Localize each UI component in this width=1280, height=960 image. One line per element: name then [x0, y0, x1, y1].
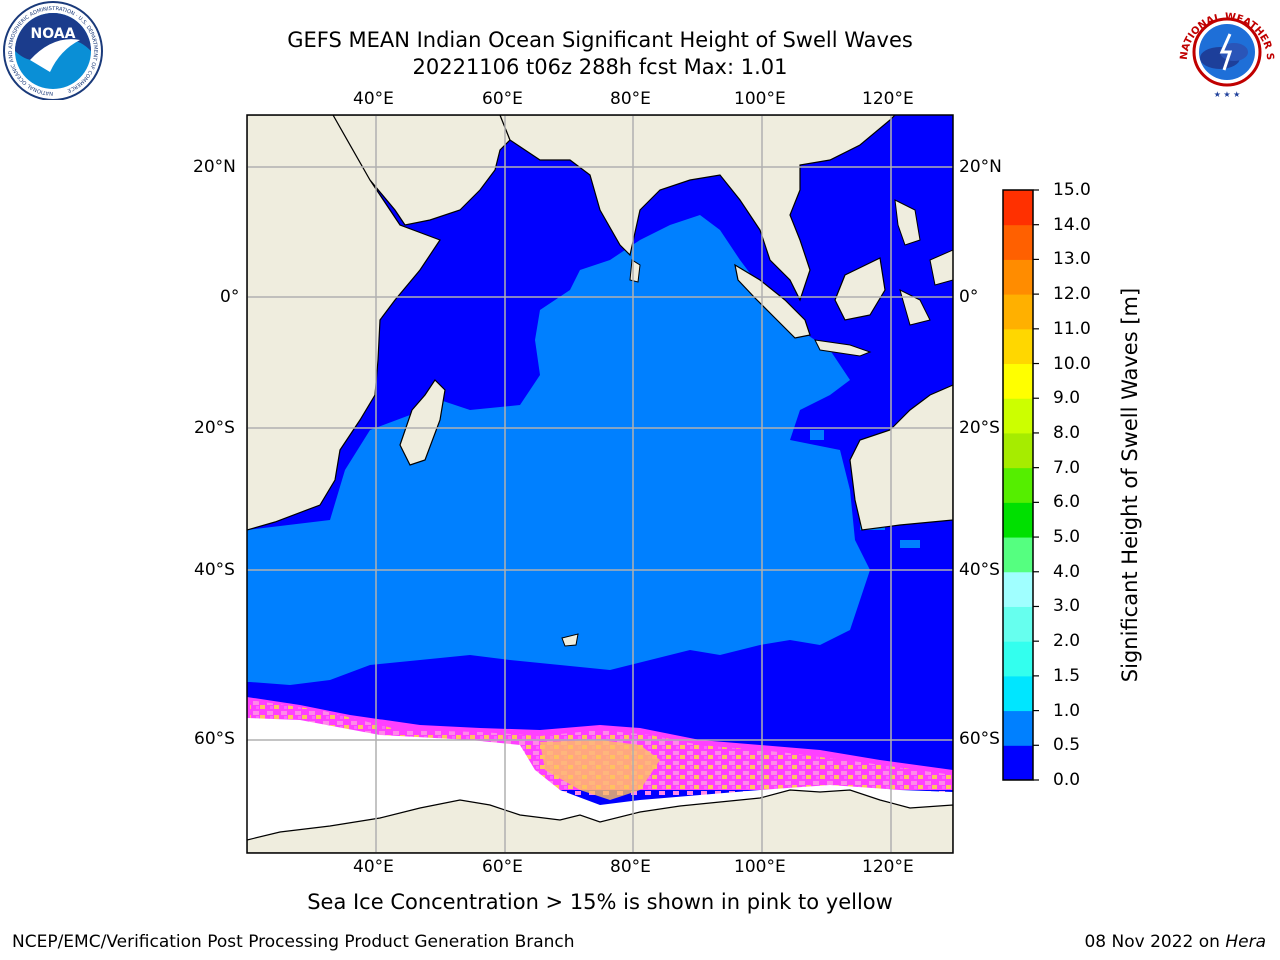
- colorbar-tick-label: 9.0: [1053, 388, 1081, 409]
- colorbar-swatch: [1003, 675, 1033, 712]
- footer-org: NCEP/EMC/Verification Post Processing Pr…: [12, 932, 575, 952]
- nws-logo: NATIONAL WEATHER SERVICE ★ ★ ★: [1172, 0, 1275, 99]
- noaa-logo: NOAA NATIONAL OCEANIC AND ATMOSPHERIC AD…: [3, 1, 103, 100]
- colorbar-tick-label: 10.0: [1053, 353, 1091, 374]
- colorbar-tick-label: 5.0: [1053, 527, 1081, 548]
- map-title: GEFS MEAN Indian Ocean Significant Heigh…: [287, 28, 913, 52]
- borneo-land: [834, 257, 886, 321]
- lat-label-right-40s: 40°S: [959, 560, 1000, 580]
- colorbar-tick-label: 2.0: [1053, 631, 1081, 652]
- swell-region-0-5: [247, 215, 870, 685]
- lon-label-bottom-120e: 120°E: [862, 857, 914, 877]
- colorbar-swatch: [1003, 432, 1033, 469]
- colorbar-swatch: [1003, 328, 1033, 365]
- lat-label-right-0: 0°: [959, 287, 979, 307]
- australia-land: [849, 384, 953, 531]
- colorbar: [1002, 189, 1039, 781]
- lat-label-right-20n: 20°N: [959, 157, 1002, 177]
- colorbar-tick-label: 14.0: [1053, 214, 1091, 235]
- footer-date: 08 Nov 2022 on Hera: [1084, 932, 1266, 952]
- colorbar-swatch: [1003, 224, 1033, 260]
- colorbar-tick-label: 6.0: [1053, 492, 1081, 513]
- colorbar-tick-label: 15.0: [1053, 180, 1091, 200]
- colorbar-swatch: [1003, 745, 1033, 781]
- colorbar-tick-label: 8.0: [1053, 422, 1081, 443]
- antarctica-land: [247, 789, 953, 853]
- lat-label-right-60s: 60°S: [959, 729, 1000, 749]
- lat-label-right-20s: 20°S: [959, 418, 1000, 438]
- colorbar-swatch: [1003, 606, 1033, 642]
- colorbar-swatch: [1003, 259, 1033, 295]
- lat-label-left-60s: 60°S: [194, 729, 235, 749]
- lon-label-bottom-80e: 80°E: [610, 857, 651, 877]
- lon-label-top-40e: 40°E: [353, 89, 394, 109]
- colorbar-tick-label: 4.0: [1053, 561, 1081, 582]
- colorbar-swatch: [1003, 571, 1033, 607]
- colorbar-frame: [1002, 189, 1034, 781]
- colorbar-swatch: [1003, 641, 1033, 677]
- colorbar-tick-label: 7.0: [1053, 457, 1081, 478]
- colorbar-swatch: [1003, 294, 1033, 330]
- lon-label-bottom-40e: 40°E: [353, 857, 394, 877]
- map-subtitle: 20221106 t06z 288h fcst Max: 1.01: [412, 55, 788, 79]
- colorbar-tick-label: 1.5: [1053, 665, 1081, 686]
- sumatra-land: [734, 263, 811, 339]
- colorbar-tick-label: 3.0: [1053, 596, 1081, 617]
- colorbar-tick-label: 1.0: [1053, 700, 1081, 721]
- colorbar-tick-label: 13.0: [1053, 249, 1091, 270]
- colorbar-swatch: [1003, 398, 1033, 434]
- colorbar-swatch: [1003, 467, 1033, 503]
- colorbar-label: Significant Height of Swell Waves [m]: [1118, 287, 1142, 683]
- lon-label-bottom-60e: 60°E: [482, 857, 523, 877]
- lon-label-bottom-100e: 100°E: [734, 857, 786, 877]
- lat-label-left-20s: 20°S: [194, 418, 235, 438]
- footer-date-text: 08 Nov 2022 on: [1084, 932, 1220, 952]
- africa-arabia-land: [247, 115, 511, 531]
- svg-text:★ ★ ★: ★ ★ ★: [1214, 90, 1241, 99]
- sea-ice-note: Sea Ice Concentration > 15% is shown in …: [307, 890, 893, 914]
- lon-label-top-80e: 80°E: [610, 89, 651, 109]
- madagascar-land: [399, 379, 446, 466]
- lat-label-left-40s: 40°S: [194, 560, 235, 580]
- colorbar-tick-label: 11.0: [1053, 318, 1091, 339]
- noaa-logo-text: NOAA: [31, 26, 76, 42]
- colorbar-swatch: [1003, 190, 1033, 226]
- lon-label-top-120e: 120°E: [862, 89, 914, 109]
- footer-host: Hera: [1225, 932, 1266, 952]
- lon-label-top-60e: 60°E: [482, 89, 523, 109]
- lon-label-top-100e: 100°E: [734, 89, 786, 109]
- colorbar-tick-label: 12.0: [1053, 284, 1091, 305]
- colorbar-swatch: [1003, 363, 1033, 399]
- colorbar-tick-label: 0.5: [1053, 735, 1081, 756]
- colorbar-swatch: [1003, 502, 1033, 538]
- colorbar-swatch: [1003, 537, 1033, 573]
- colorbar-swatch: [1003, 710, 1033, 746]
- lat-label-left-20n: 20°N: [193, 157, 236, 177]
- lat-label-left-0: 0°: [220, 287, 240, 307]
- colorbar-tick-label: 0.0: [1053, 770, 1081, 790]
- india-asia-land: [499, 115, 896, 302]
